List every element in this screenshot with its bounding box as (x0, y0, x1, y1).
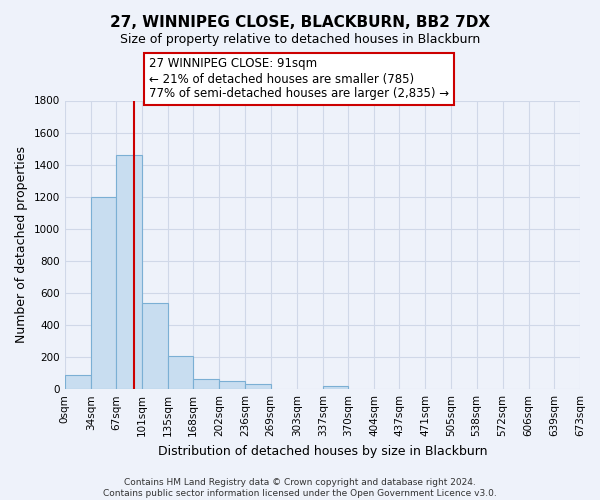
Bar (323, 386, 348, 389)
Bar (65, 374, 91, 389)
Bar (193, 379, 220, 389)
Bar (245, 384, 271, 389)
Bar (116, 155, 142, 389)
Bar (168, 356, 193, 389)
Text: Size of property relative to detached houses in Blackburn: Size of property relative to detached ho… (120, 32, 480, 46)
Bar (220, 382, 245, 389)
Bar (142, 302, 168, 389)
Bar (91, 196, 116, 389)
Text: Contains HM Land Registry data © Crown copyright and database right 2024.
Contai: Contains HM Land Registry data © Crown c… (103, 478, 497, 498)
Y-axis label: Number of detached properties: Number of detached properties (15, 146, 28, 344)
Text: 27 WINNIPEG CLOSE: 91sqm
← 21% of detached houses are smaller (785)
77% of semi-: 27 WINNIPEG CLOSE: 91sqm ← 21% of detach… (149, 58, 449, 100)
Text: 27, WINNIPEG CLOSE, BLACKBURN, BB2 7DX: 27, WINNIPEG CLOSE, BLACKBURN, BB2 7DX (110, 15, 490, 30)
X-axis label: Distribution of detached houses by size in Blackburn: Distribution of detached houses by size … (158, 444, 487, 458)
